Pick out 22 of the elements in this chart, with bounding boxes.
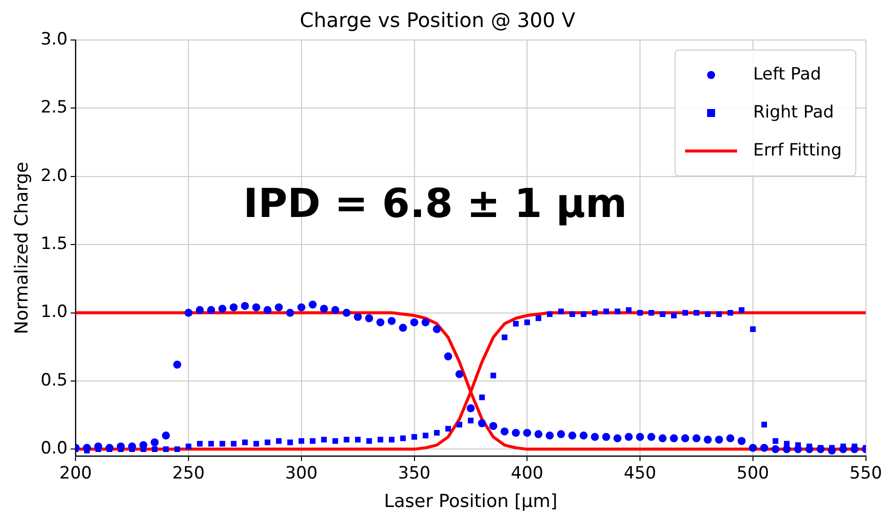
y-tick-label: 1.0 [40, 302, 68, 322]
x-tick-label: 300 [285, 464, 318, 484]
legend-label: Errf Fitting [753, 140, 842, 160]
x-axis-title: Laser Position [µm] [384, 490, 558, 512]
x-tick-label: 450 [624, 464, 656, 484]
y-axis-title: Normalized Charge [11, 162, 32, 334]
y-tick-label: 3.0 [40, 29, 68, 50]
y-tick-label: 2.5 [40, 98, 68, 118]
y-tick-label: 0.0 [40, 438, 68, 459]
y-tick-label: 1.5 [40, 234, 68, 254]
x-tick-label: 400 [510, 464, 544, 484]
annotation: IPD = 6.8 ± 1 µm [243, 180, 628, 227]
legend-label: Right Pad [753, 102, 834, 122]
x-tick-label: 550 [850, 464, 882, 484]
x-tick-label: 250 [172, 464, 205, 484]
x-tick-label: 350 [398, 464, 430, 484]
x-tick-label: 500 [736, 464, 770, 484]
y-tick-label: 0.5 [40, 370, 68, 390]
legend-label: Left Pad [753, 64, 822, 84]
y-tick-label: 2.0 [40, 166, 68, 186]
x-tick-label: 200 [59, 464, 92, 484]
chart-title: Charge vs Position @ 300 V [300, 8, 576, 32]
